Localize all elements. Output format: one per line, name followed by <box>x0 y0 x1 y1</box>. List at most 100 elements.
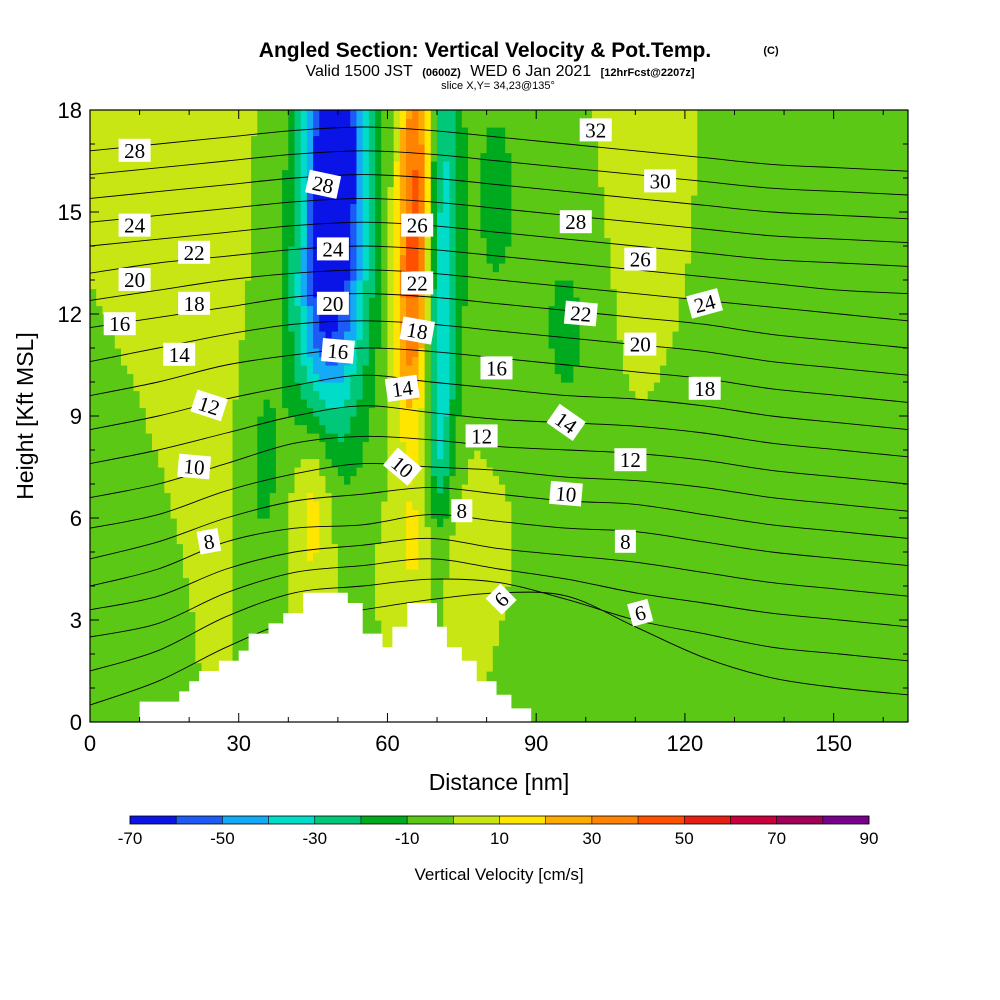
velocity-cell <box>275 118 283 128</box>
velocity-cell <box>393 229 401 239</box>
velocity-cell <box>251 611 258 621</box>
velocity-cell <box>511 280 519 290</box>
velocity-cell <box>158 603 165 613</box>
velocity-cell <box>492 399 500 409</box>
velocity-cell <box>263 178 271 188</box>
velocity-cell <box>468 246 475 256</box>
velocity-cell <box>114 331 122 341</box>
velocity-cell <box>344 518 351 528</box>
velocity-cell <box>375 161 382 171</box>
velocity-cell <box>90 203 97 213</box>
velocity-cell <box>449 314 457 324</box>
velocity-cell <box>393 492 401 502</box>
velocity-cell <box>269 305 277 315</box>
velocity-cell <box>474 195 482 205</box>
velocity-cell <box>189 212 196 222</box>
velocity-cell <box>381 314 389 324</box>
velocity-cell <box>313 569 320 579</box>
velocity-cell <box>437 620 444 630</box>
velocity-cell <box>251 254 258 264</box>
velocity-cell <box>294 569 302 579</box>
velocity-cell <box>90 441 97 451</box>
velocity-cell <box>275 254 283 264</box>
velocity-cell <box>387 484 395 494</box>
velocity-cell <box>300 441 308 451</box>
velocity-cell <box>437 484 444 494</box>
velocity-cell <box>96 322 103 332</box>
velocity-cell <box>275 161 283 171</box>
velocity-cell <box>350 127 358 137</box>
velocity-cell <box>381 161 389 171</box>
velocity-cell <box>337 526 345 536</box>
velocity-cell <box>139 195 147 205</box>
velocity-cell <box>127 169 134 179</box>
velocity-cell <box>325 552 333 562</box>
velocity-cell <box>461 280 469 290</box>
velocity-cell <box>133 526 141 536</box>
velocity-cell <box>486 297 494 307</box>
velocity-cell <box>313 127 320 137</box>
velocity-cell <box>313 458 320 468</box>
velocity-cell <box>220 212 227 222</box>
velocity-cell <box>300 399 308 409</box>
velocity-cell <box>294 382 302 392</box>
velocity-cell <box>480 467 488 477</box>
velocity-cell <box>319 577 327 587</box>
velocity-cell <box>244 144 252 154</box>
velocity-cell <box>120 246 128 256</box>
velocity-cell <box>368 305 376 315</box>
velocity-cell <box>486 178 494 188</box>
velocity-cell <box>350 178 358 188</box>
velocity-cell <box>226 416 234 426</box>
velocity-cell <box>387 322 395 332</box>
velocity-cell <box>455 195 463 205</box>
velocity-cell <box>238 365 246 375</box>
velocity-cell <box>344 169 351 179</box>
velocity-cell <box>313 212 320 222</box>
velocity-cell <box>313 118 320 128</box>
velocity-cell <box>275 543 283 553</box>
velocity-cell <box>151 628 159 638</box>
velocity-cell <box>505 407 512 417</box>
velocity-cell <box>114 696 122 706</box>
velocity-cell <box>226 254 234 264</box>
velocity-cell <box>90 271 97 281</box>
velocity-cell <box>300 535 308 545</box>
velocity-cell <box>96 509 103 519</box>
velocity-cell <box>263 424 271 434</box>
velocity-cell <box>399 492 407 502</box>
velocity-cell <box>201 373 209 383</box>
velocity-cell <box>133 603 141 613</box>
velocity-cell <box>356 475 364 485</box>
velocity-cell <box>331 424 339 434</box>
velocity-cell <box>201 322 209 332</box>
velocity-cell <box>90 518 97 528</box>
velocity-cell <box>449 356 457 366</box>
velocity-cell <box>468 416 475 426</box>
velocity-cell <box>244 433 252 443</box>
velocity-cell <box>120 356 128 366</box>
velocity-cell <box>238 603 246 613</box>
velocity-cell <box>437 373 444 383</box>
velocity-cell <box>499 237 506 247</box>
velocity-cell <box>486 195 494 205</box>
velocity-cell <box>108 365 116 375</box>
velocity-cell <box>461 246 469 256</box>
velocity-cell <box>455 552 463 562</box>
velocity-cell <box>207 433 215 443</box>
velocity-cell <box>151 314 159 324</box>
velocity-cell <box>319 271 327 281</box>
velocity-cell <box>461 620 469 630</box>
velocity-cell <box>449 620 457 630</box>
velocity-cell <box>412 263 420 273</box>
velocity-cell <box>443 195 451 205</box>
velocity-cell <box>300 492 308 502</box>
velocity-cell <box>127 552 134 562</box>
velocity-cell <box>164 416 172 426</box>
velocity-cell <box>133 203 141 213</box>
velocity-cell <box>356 390 364 400</box>
velocity-cell <box>238 467 246 477</box>
velocity-cell <box>238 263 246 273</box>
velocity-cell <box>449 458 457 468</box>
velocity-cell <box>393 560 401 570</box>
